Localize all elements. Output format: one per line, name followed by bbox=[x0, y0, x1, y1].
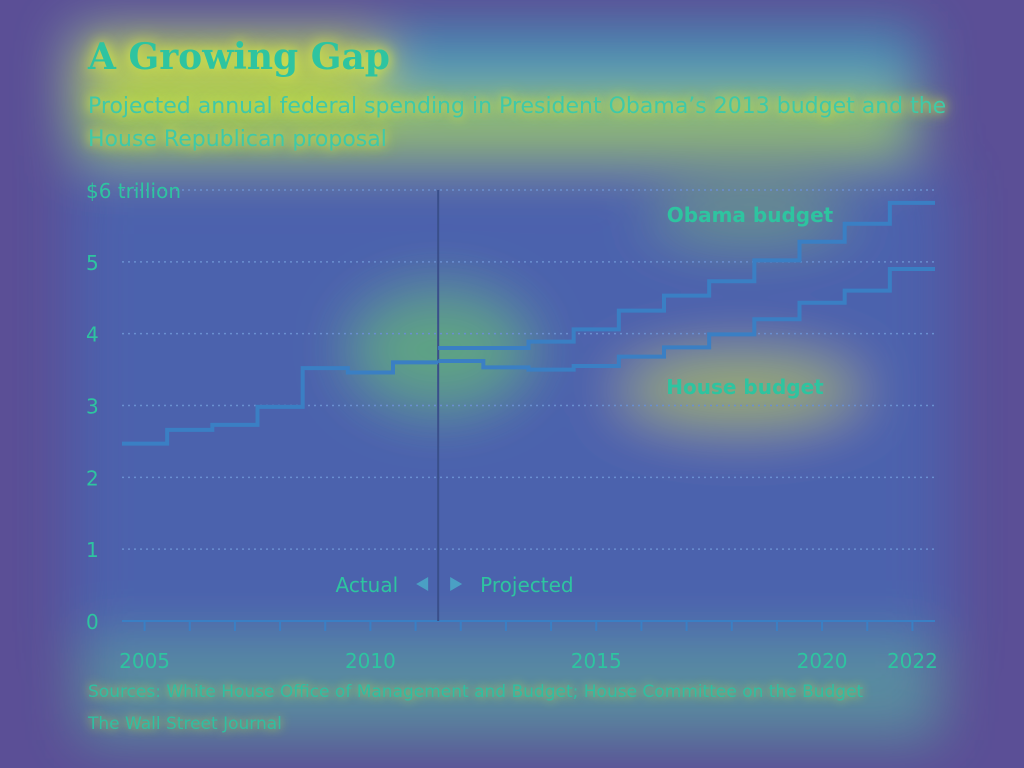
series-actual bbox=[122, 360, 439, 446]
series-lines bbox=[122, 200, 935, 446]
y-tick-label: 0 bbox=[86, 610, 99, 634]
y-tick-label: 3 bbox=[86, 395, 99, 419]
actual-label: Actual bbox=[336, 573, 399, 597]
chart-subtitle: Projected annual federal spending in Pre… bbox=[88, 94, 947, 152]
chart-labels: $6 trillion 5 4 3 2 1 0 2005 2010 2015 2020 2022 Act… bbox=[86, 179, 938, 673]
series-label: House budget bbox=[666, 375, 824, 399]
axes bbox=[122, 190, 935, 631]
series-label: Obama budget bbox=[667, 203, 834, 227]
x-tick-label: 2015 bbox=[571, 649, 622, 673]
sources-note: Sources: White House Office of Managemen… bbox=[88, 682, 864, 702]
y-tick-label: 4 bbox=[86, 323, 99, 347]
y-tick-label: 5 bbox=[86, 251, 99, 275]
y-tick-label: 2 bbox=[86, 466, 99, 490]
series-house-budget bbox=[438, 267, 935, 372]
x-tick-label: 2020 bbox=[797, 649, 848, 673]
projected-label: Projected bbox=[480, 573, 573, 597]
x-tick-label: 2010 bbox=[345, 649, 396, 673]
x-tick-label: 2005 bbox=[119, 649, 170, 673]
chart-title: A Growing Gap bbox=[88, 36, 390, 78]
left-arrow-icon bbox=[416, 577, 429, 591]
series-obama-budget bbox=[438, 200, 935, 351]
y-tick-label: $6 trillion bbox=[86, 179, 181, 203]
right-arrow-icon bbox=[450, 577, 463, 591]
x-tick-label: 2022 bbox=[887, 649, 938, 673]
y-tick-label: 1 bbox=[86, 538, 99, 562]
credit-note: The Wall Street Journal bbox=[88, 714, 282, 734]
